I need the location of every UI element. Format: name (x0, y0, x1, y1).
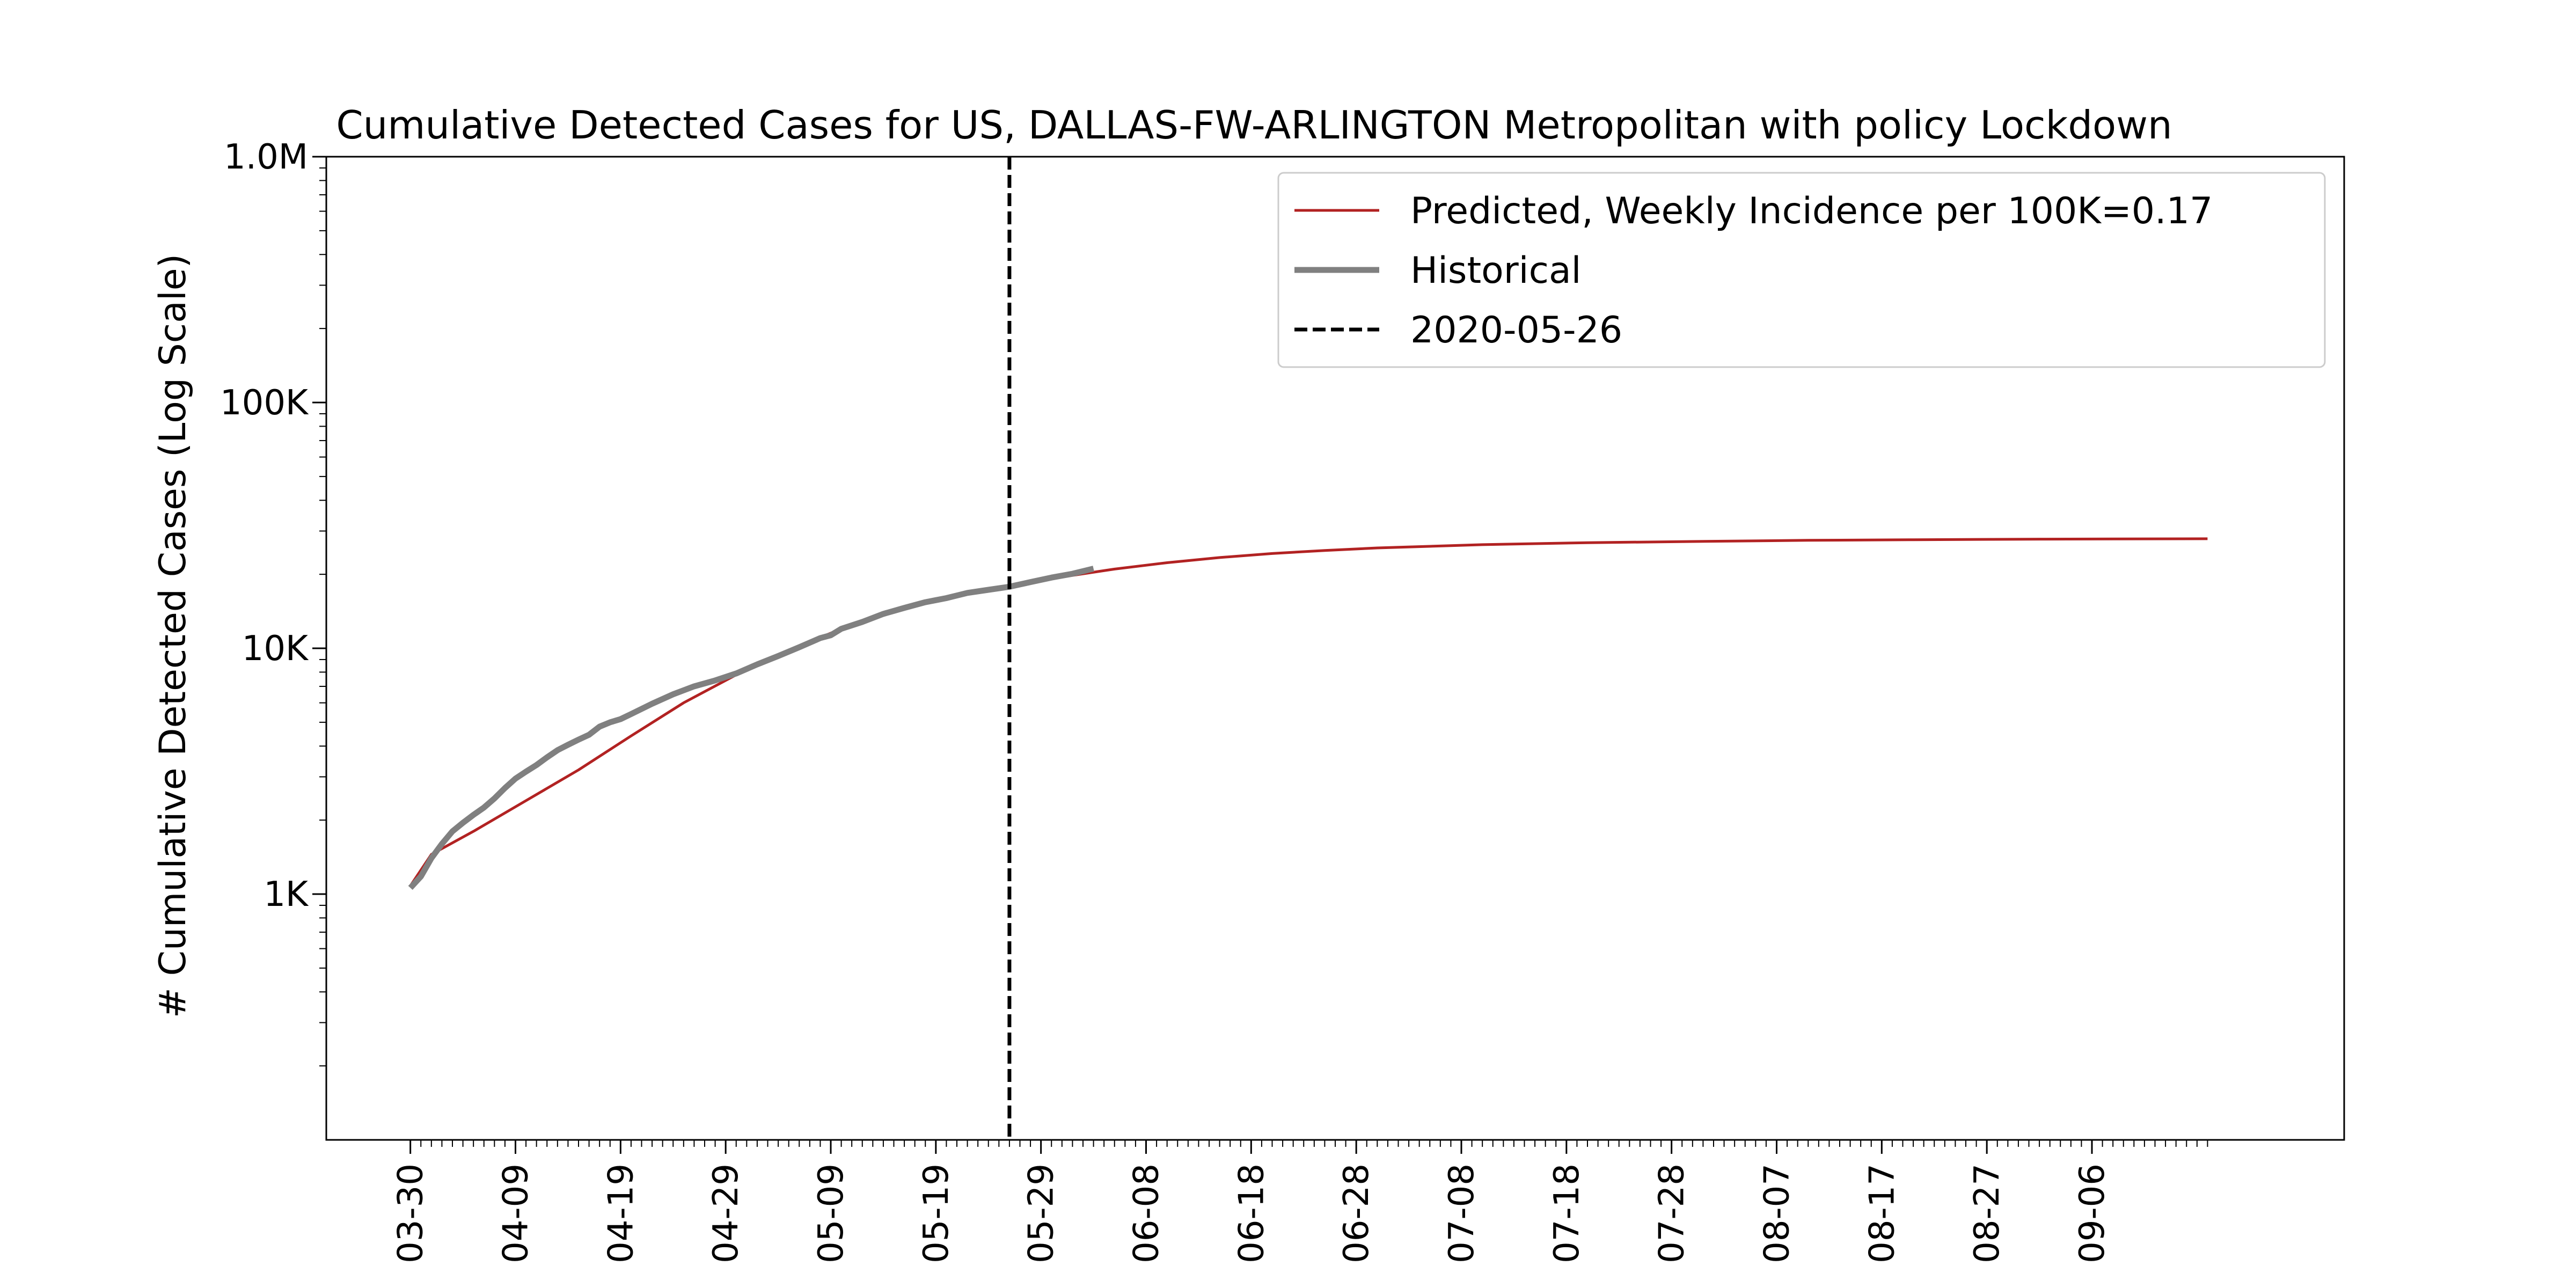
y-tick-label: 100K (220, 383, 309, 423)
x-tick-label: 05-09 (811, 1163, 851, 1263)
x-tick-label: 06-08 (1127, 1163, 1167, 1263)
x-tick-label: 04-19 (601, 1163, 641, 1263)
y-axis-label: # Cumulative Detected Cases (Log Scale) (152, 254, 194, 1018)
y-tick-label: 10K (242, 629, 309, 669)
x-tick-label: 08-17 (1862, 1163, 1902, 1263)
x-tick-label: 03-30 (391, 1163, 431, 1263)
chart-title: Cumulative Detected Cases for US, DALLAS… (336, 103, 2172, 148)
x-tick-label: 04-29 (706, 1163, 746, 1263)
legend-box (1277, 172, 2326, 368)
x-tick-label: 08-27 (1967, 1163, 2007, 1263)
plot-area: 1K 10K 100K 1.0M 03-30 04-09 04-19 04-29 05-09 05… (220, 137, 2345, 1263)
x-tick-label: 04-09 (496, 1163, 536, 1263)
x-tick-label: 08-07 (1758, 1163, 1797, 1263)
legend-label: 2020-05-26 (1410, 309, 1622, 352)
legend-label: Predicted, Weekly Incidence per 100K=0.1… (1410, 190, 2213, 232)
x-tick-label: 06-28 (1337, 1163, 1377, 1263)
x-tick-label: 07-08 (1442, 1163, 1482, 1263)
x-tick-label: 05-19 (917, 1163, 956, 1263)
plot-frame (325, 156, 2345, 1141)
x-tick-label: 05-29 (1022, 1163, 1062, 1263)
x-tick-label: 07-28 (1652, 1163, 1692, 1263)
y-tick-label: 1.0M (224, 137, 308, 177)
historical-line (408, 566, 1094, 890)
legend-label: Historical (1410, 250, 1582, 292)
y-tick-label: 1K (264, 875, 309, 914)
x-tick-label: 07-18 (1547, 1163, 1587, 1263)
x-tick-label: 09-06 (2073, 1163, 2112, 1263)
legend: Predicted, Weekly Incidence per 100K=0.1… (1277, 172, 2326, 368)
x-tick-label: 06-18 (1232, 1163, 1271, 1263)
